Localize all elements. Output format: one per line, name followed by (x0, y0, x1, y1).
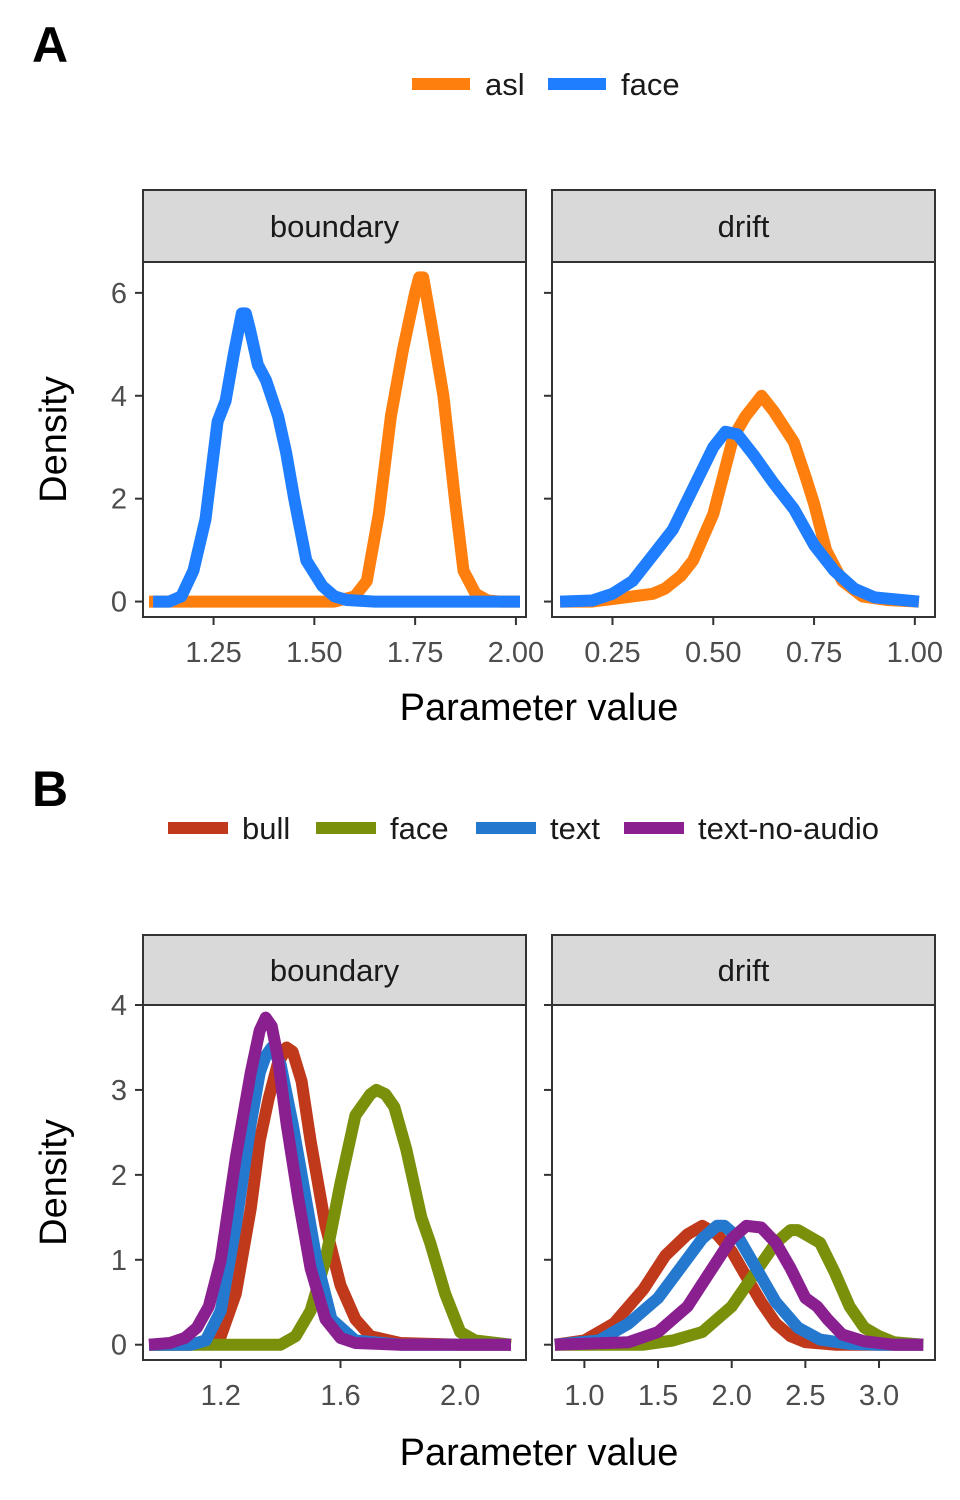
x-tick-label: 0.75 (786, 637, 842, 669)
y-axis-title: Density (33, 376, 75, 503)
panel-label: B (32, 761, 68, 817)
density-curve-text-no-audio (148, 1011, 511, 1351)
x-tick-label: 2.0 (712, 1380, 752, 1412)
x-tick-label: 1.0 (564, 1380, 604, 1412)
legend-label-face: face (621, 67, 680, 102)
y-tick-label: 0 (111, 587, 127, 619)
x-tick-label: 1.25 (185, 637, 241, 669)
legend-label-asl: asl (485, 67, 525, 102)
density-curve-face (559, 425, 920, 608)
facet-drift: drift 1.0 1.5 2.0 2.5 3.0 (544, 934, 936, 1412)
x-tick-label: 2.5 (785, 1380, 825, 1412)
x-tick-label: 1.6 (320, 1380, 360, 1412)
y-tick-label: 3 (111, 1075, 127, 1107)
strip-background (551, 934, 936, 1006)
x-axis-title: Parameter value (400, 1432, 679, 1474)
plot-frame (142, 261, 527, 618)
density-curve-face (153, 307, 520, 608)
curves (148, 1011, 512, 1351)
facet-drift: drift 0.25 0.50 0.75 1.00 (544, 189, 943, 669)
curves (559, 389, 920, 608)
density-curve-face (149, 1083, 512, 1351)
y-axis-title: Density (33, 1119, 75, 1246)
plot-frame (551, 261, 936, 618)
x-tick-label: 2.0 (440, 1380, 480, 1412)
x-tick-label: 1.5 (638, 1380, 678, 1412)
x-tick-label: 1.75 (387, 637, 443, 669)
x-axis-title: Parameter value (400, 687, 679, 729)
facet-boundary: boundary 1.2 1.6 2.0 0 1 2 3 4 (111, 934, 527, 1412)
y-tick-label: 4 (111, 381, 127, 413)
legend: asl face (412, 67, 680, 102)
y-tick-label: 2 (111, 1160, 127, 1192)
strip-background (142, 934, 527, 1006)
strip-background (142, 189, 527, 263)
y-tick-label: 6 (111, 278, 127, 310)
strip-label: drift (718, 953, 770, 988)
density-curve-text (149, 1041, 511, 1351)
legend: bull face text text-no-audio (168, 811, 879, 846)
plot-frame (142, 1004, 527, 1361)
legend-label-face: face (390, 811, 449, 846)
x-tick-label: 1.2 (201, 1380, 241, 1412)
density-curve-asl (149, 271, 520, 608)
strip-background (551, 189, 936, 263)
x-tick-label: 0.50 (685, 637, 741, 669)
y-tick-label: 2 (111, 484, 127, 516)
density-curve-asl (560, 389, 920, 608)
legend-label-text-no-audio: text-no-audio (698, 811, 879, 846)
plot-frame (551, 1004, 936, 1361)
density-curve-face (554, 1224, 924, 1351)
y-tick-label: 0 (111, 1330, 127, 1362)
x-tick-label: 0.25 (584, 637, 640, 669)
facet-boundary: boundary 1.25 1.50 1.75 2.00 0 2 4 6 (111, 189, 544, 669)
x-tick-label: 1.00 (887, 637, 943, 669)
x-tick-label: 3.0 (859, 1380, 899, 1412)
strip-label: boundary (270, 953, 400, 988)
curves (149, 271, 520, 608)
x-tick-label: 2.00 (488, 637, 544, 669)
density-curve-text-no-audio (554, 1219, 924, 1351)
y-tick-label: 4 (111, 990, 127, 1022)
x-tick-label: 1.50 (286, 637, 342, 669)
panel-label: A (32, 17, 68, 73)
curves (554, 1219, 924, 1351)
legend-label-bull: bull (242, 811, 290, 846)
strip-label: drift (718, 209, 770, 244)
strip-label: boundary (270, 209, 400, 244)
y-tick-label: 1 (111, 1245, 127, 1277)
legend-label-text: text (550, 811, 600, 846)
